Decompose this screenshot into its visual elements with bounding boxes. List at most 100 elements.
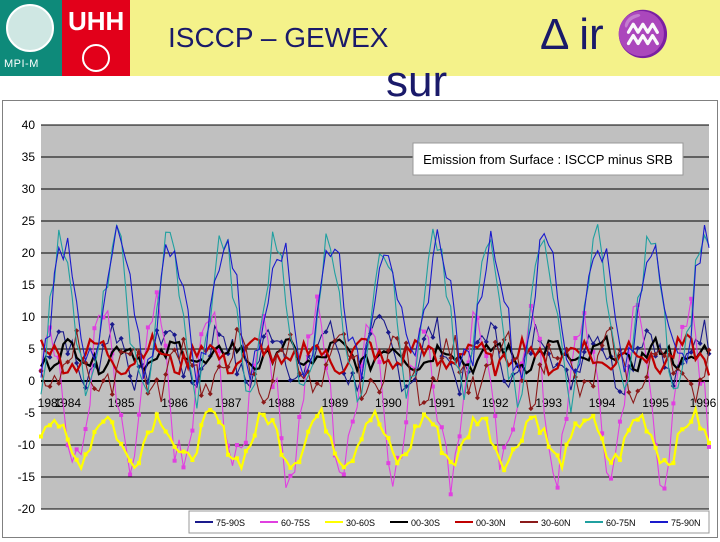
series-point-30-60S bbox=[707, 440, 711, 445]
series-point-30-60S bbox=[537, 430, 542, 435]
mpi-logo: MPI-M bbox=[0, 0, 62, 76]
series-point-60-75S bbox=[101, 315, 106, 320]
series-point-75-90S bbox=[47, 354, 53, 360]
series-point-30-60S bbox=[226, 452, 231, 457]
series-point-60-75S bbox=[377, 360, 382, 365]
series-point-30-60S bbox=[47, 423, 52, 428]
series-point-30-60S bbox=[421, 412, 426, 417]
chart-frame: 40 35 30 25 20 15 10 5 0 -5 -10 -15 -20 1983 1984 1985 1… bbox=[2, 100, 718, 538]
series-point-60-75S bbox=[564, 416, 569, 421]
series-point-30-60N bbox=[207, 391, 213, 397]
x-tick-label: 1989 bbox=[322, 396, 349, 410]
legend-box bbox=[188, 510, 710, 534]
series-point-60-75S bbox=[475, 315, 480, 320]
legend-label: 60-75S bbox=[281, 518, 310, 528]
series-point-30-60N bbox=[590, 383, 596, 389]
series-point-30-60N bbox=[278, 347, 284, 353]
series-point-60-75S bbox=[47, 325, 52, 330]
series-point-30-60S bbox=[243, 449, 248, 454]
series-point-30-60S bbox=[270, 418, 275, 423]
chart-title: Emission from Surface : ISCCP minus SRB bbox=[423, 152, 673, 167]
series-point-30-60S bbox=[368, 418, 373, 423]
series-point-75-90S bbox=[688, 349, 694, 355]
series-point-75-90S bbox=[181, 373, 187, 379]
series-point-60-75S bbox=[288, 473, 293, 478]
legend-label: 30-60S bbox=[346, 518, 375, 528]
series-point-30-60S bbox=[234, 456, 239, 461]
series-point-30-60N bbox=[154, 377, 160, 383]
series-point-60-75S bbox=[609, 476, 614, 481]
series-point-60-75S bbox=[119, 413, 124, 418]
series-point-60-75S bbox=[172, 458, 177, 463]
x-tick-label: 1987 bbox=[215, 396, 242, 410]
series-point-60-75S bbox=[502, 445, 507, 450]
series-point-30-60S bbox=[689, 419, 694, 424]
series-point-30-60S bbox=[341, 465, 346, 470]
series-point-60-75S bbox=[128, 472, 133, 477]
series-point-75-90S bbox=[225, 351, 231, 357]
series-point-30-60N bbox=[270, 378, 276, 384]
series-point-75-90S bbox=[385, 329, 391, 335]
series-line-60-75S bbox=[40, 292, 710, 495]
series-point-60-75S bbox=[573, 336, 578, 341]
series-point-30-60N bbox=[697, 377, 703, 383]
series-point-30-60S bbox=[404, 452, 409, 457]
series-point-75-90S bbox=[492, 325, 498, 331]
series-point-30-60S bbox=[617, 457, 622, 462]
series-point-30-60S bbox=[324, 429, 329, 434]
series-point-30-60S bbox=[582, 418, 587, 423]
legend-label: 75-90N bbox=[671, 518, 701, 528]
y-tick-label: 15 bbox=[22, 278, 36, 292]
series-point-30-60S bbox=[359, 437, 364, 442]
series-point-30-60N bbox=[332, 338, 338, 344]
series-point-30-60S bbox=[92, 430, 97, 435]
series-point-30-60N bbox=[581, 378, 587, 384]
chart-title-box bbox=[412, 142, 684, 176]
y-tick-label: 10 bbox=[22, 310, 36, 324]
series-point-30-60S bbox=[128, 458, 133, 463]
series-point-30-60S bbox=[528, 415, 533, 420]
series-line-00-30N bbox=[39, 331, 711, 377]
series-point-75-90S bbox=[127, 373, 133, 379]
series-point-30-60N bbox=[261, 399, 267, 405]
series-point-30-60N bbox=[466, 390, 472, 396]
series-point-75-90S bbox=[528, 351, 534, 357]
y-tick-label: 25 bbox=[22, 214, 36, 228]
y-tick-label: -15 bbox=[18, 470, 36, 484]
series-point-60-75S bbox=[297, 414, 302, 419]
series-point-60-75S bbox=[457, 434, 462, 439]
series-point-30-60S bbox=[217, 420, 222, 425]
series-point-30-60S bbox=[199, 423, 204, 428]
series-point-30-60N bbox=[127, 351, 133, 357]
series-point-30-60S bbox=[332, 451, 337, 456]
series-point-75-90S bbox=[261, 334, 267, 340]
series-point-30-60S bbox=[297, 460, 302, 465]
series-point-75-90S bbox=[617, 389, 623, 395]
slide-subtitle: sur bbox=[386, 60, 448, 100]
y-tick-label: -5 bbox=[24, 406, 35, 420]
series-line-75-90N bbox=[40, 224, 710, 386]
series-line-30-60N bbox=[40, 327, 710, 410]
series-point-75-90S bbox=[109, 321, 115, 327]
uhh-logo-text: UHH bbox=[68, 6, 125, 36]
series-point-30-60N bbox=[252, 371, 258, 377]
series-point-30-60S bbox=[261, 412, 266, 417]
series-point-30-60S bbox=[413, 424, 418, 429]
series-point-60-75S bbox=[65, 443, 70, 448]
series-point-30-60N bbox=[314, 380, 320, 386]
series-point-60-75S bbox=[199, 332, 204, 337]
series-point-30-60S bbox=[573, 421, 578, 426]
series-point-60-75S bbox=[680, 324, 685, 329]
legend-label: 00-30S bbox=[411, 518, 440, 528]
series-point-30-60N bbox=[537, 362, 543, 368]
series-point-30-60N bbox=[653, 351, 659, 357]
series-point-60-75S bbox=[537, 336, 542, 341]
series-point-60-75S bbox=[439, 425, 444, 430]
series-point-30-60S bbox=[172, 444, 177, 449]
series-point-60-75S bbox=[555, 485, 560, 490]
series-point-30-60S bbox=[698, 426, 703, 431]
series-point-30-60S bbox=[644, 429, 649, 434]
series-point-75-90S bbox=[581, 349, 587, 355]
series-point-75-90S bbox=[483, 339, 489, 345]
series-point-60-75S bbox=[662, 486, 667, 491]
